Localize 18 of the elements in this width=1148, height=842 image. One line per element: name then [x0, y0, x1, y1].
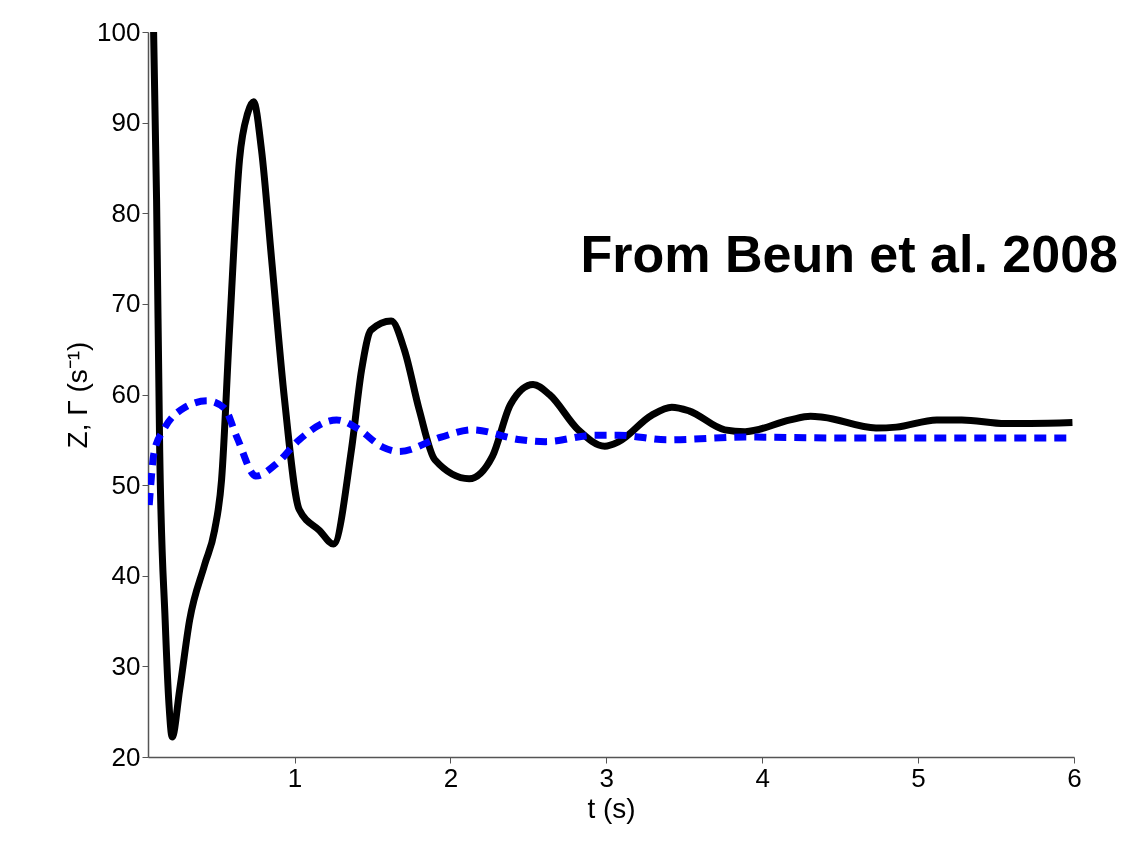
y-tick-label: 90 — [111, 107, 141, 138]
x-tick-label: 2 — [443, 762, 459, 793]
x-axis-title: t (s) — [587, 792, 636, 824]
x-tick-label: 1 — [287, 762, 303, 793]
y-tick-label: 50 — [111, 469, 141, 500]
x-tick-label: 3 — [599, 762, 615, 793]
x-tick-label: 5 — [911, 762, 926, 793]
annotation: From Beun et al. 2008 — [580, 225, 1118, 283]
x-tick-label: 6 — [1067, 762, 1082, 793]
y-tick-label: 40 — [111, 560, 141, 591]
y-tick-label: 20 — [111, 741, 141, 772]
y-tick-label: 80 — [111, 197, 141, 228]
y-axis-title: Z, Γ (s⁻¹) — [62, 341, 94, 449]
x-tick-label: 4 — [755, 762, 770, 793]
y-tick-label: 70 — [111, 288, 141, 319]
y-tick-label: 100 — [97, 16, 141, 47]
y-tick-label: 30 — [111, 650, 141, 681]
y-tick-label: 60 — [111, 379, 141, 409]
